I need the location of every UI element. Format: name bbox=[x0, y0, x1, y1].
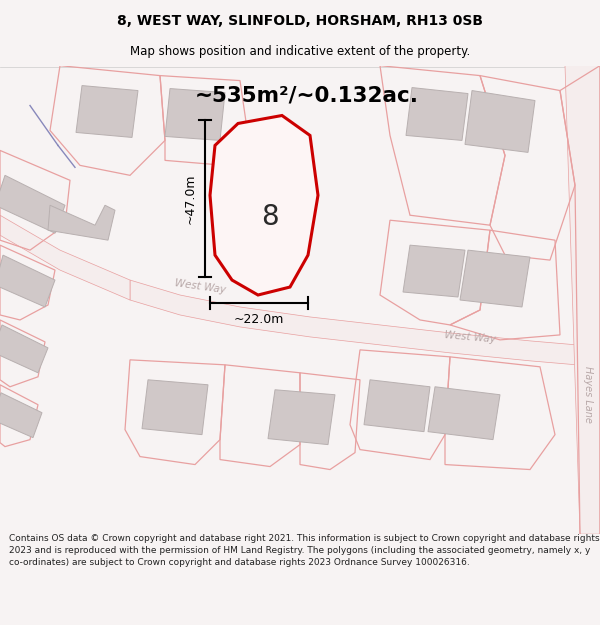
Polygon shape bbox=[565, 66, 600, 534]
Polygon shape bbox=[130, 280, 600, 367]
Polygon shape bbox=[0, 255, 55, 307]
Polygon shape bbox=[0, 325, 48, 372]
Polygon shape bbox=[428, 387, 500, 439]
Text: 8: 8 bbox=[261, 203, 279, 231]
Polygon shape bbox=[406, 88, 468, 141]
Text: 8, WEST WAY, SLINFOLD, HORSHAM, RH13 0SB: 8, WEST WAY, SLINFOLD, HORSHAM, RH13 0SB bbox=[117, 14, 483, 28]
Text: Contains OS data © Crown copyright and database right 2021. This information is : Contains OS data © Crown copyright and d… bbox=[9, 534, 599, 567]
Polygon shape bbox=[210, 116, 318, 295]
Text: Map shows position and indicative extent of the property.: Map shows position and indicative extent… bbox=[130, 44, 470, 58]
Polygon shape bbox=[403, 245, 465, 297]
Polygon shape bbox=[0, 176, 65, 233]
Polygon shape bbox=[165, 89, 225, 141]
Text: Hayes Lane: Hayes Lane bbox=[583, 366, 593, 423]
Text: West Way: West Way bbox=[174, 279, 226, 296]
Polygon shape bbox=[268, 390, 335, 444]
Polygon shape bbox=[465, 91, 535, 152]
Polygon shape bbox=[142, 380, 208, 434]
Text: ~47.0m: ~47.0m bbox=[184, 174, 197, 224]
Text: ~22.0m: ~22.0m bbox=[234, 313, 284, 326]
Polygon shape bbox=[460, 250, 530, 307]
Polygon shape bbox=[0, 215, 130, 300]
Text: West Way: West Way bbox=[444, 329, 496, 344]
Polygon shape bbox=[0, 392, 42, 438]
Text: ~535m²/~0.132ac.: ~535m²/~0.132ac. bbox=[195, 86, 419, 106]
Polygon shape bbox=[48, 205, 115, 240]
Polygon shape bbox=[76, 86, 138, 138]
Polygon shape bbox=[364, 380, 430, 432]
